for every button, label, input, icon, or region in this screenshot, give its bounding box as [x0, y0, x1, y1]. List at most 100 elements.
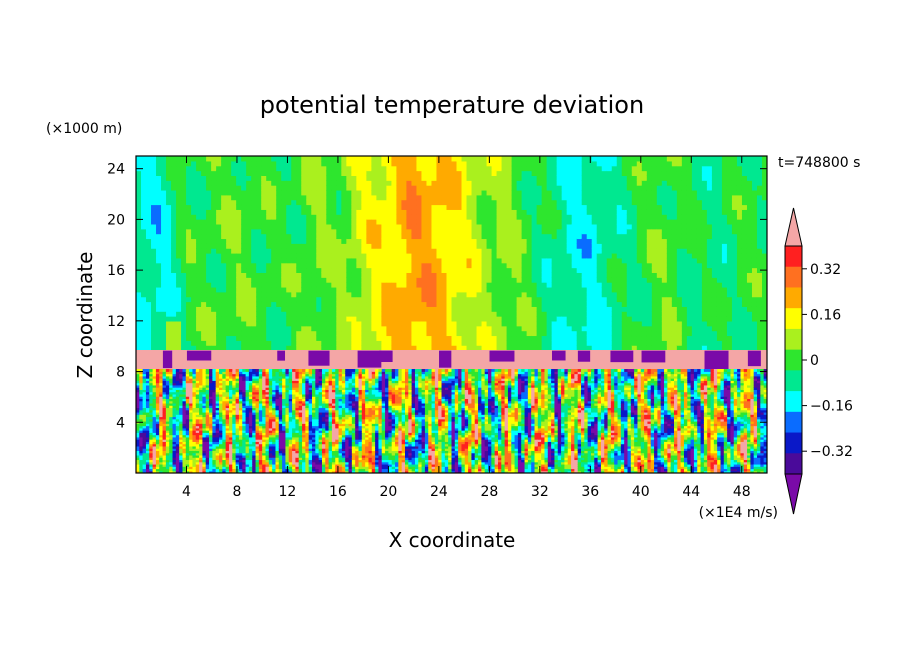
contour-cell-upper	[736, 257, 743, 264]
contour-cell-upper	[346, 214, 352, 220]
contour-cell-upper	[546, 175, 553, 181]
contour-cell-upper	[336, 170, 342, 177]
contour-cell-upper	[641, 180, 648, 186]
contour-cell-upper	[741, 253, 748, 259]
contour-cell-upper	[701, 233, 708, 240]
contour-cell-upper	[696, 335, 703, 341]
contour-cell-upper	[541, 228, 548, 235]
contour-cell-upper	[731, 165, 738, 172]
contour-cell-upper	[551, 311, 558, 317]
contour-cell-upper	[576, 345, 583, 351]
contour-cell-upper	[281, 253, 287, 259]
contour-cell-upper	[261, 243, 267, 249]
contour-cell-upper	[601, 204, 608, 210]
contour-cell-upper	[341, 180, 347, 186]
contour-cell-upper	[426, 170, 433, 177]
contour-cell-upper	[401, 277, 408, 283]
contour-cell-upper	[416, 194, 423, 201]
contour-cell-upper	[301, 248, 307, 254]
contour-cell-upper	[236, 330, 242, 337]
contour-cell-upper	[206, 296, 212, 303]
contour-cell-upper	[526, 160, 533, 167]
contour-cell-upper	[361, 257, 367, 264]
contour-cell-upper	[411, 296, 418, 303]
contour-cell-upper	[576, 330, 583, 337]
contour-cell-upper	[466, 335, 473, 341]
contour-cell-upper	[346, 156, 352, 162]
contour-cell-upper	[286, 253, 292, 259]
contour-cell-upper	[276, 282, 282, 288]
contour-cell-upper	[386, 243, 393, 249]
contour-cell-upper	[446, 330, 453, 337]
contour-cell-upper	[516, 156, 523, 162]
contour-cell-upper	[246, 160, 252, 167]
contour-cell-upper	[186, 282, 192, 288]
contour-cell-upper	[431, 286, 438, 293]
contour-cell-upper	[576, 301, 583, 307]
contour-cell-upper	[326, 209, 332, 215]
contour-cell-upper	[201, 267, 207, 274]
contour-cell-upper	[296, 248, 302, 254]
contour-cell-upper	[186, 219, 192, 225]
contour-cell-upper	[711, 306, 718, 312]
contour-cell-upper	[491, 316, 498, 322]
contour-cell-upper	[521, 301, 528, 307]
contour-cell-upper	[266, 214, 272, 220]
contour-cell-upper	[471, 311, 478, 317]
contour-cell-upper	[211, 267, 217, 274]
contour-cell-upper	[261, 238, 267, 244]
contour-cell-upper	[156, 165, 162, 172]
contour-cell-upper	[516, 194, 523, 201]
contour-cell-upper	[696, 272, 703, 278]
contour-cell-upper	[136, 262, 142, 269]
contour-cell-upper	[266, 340, 272, 346]
contour-cell-upper	[431, 282, 438, 288]
contour-cell-upper	[516, 320, 523, 327]
contour-cell-upper	[361, 175, 367, 181]
contour-cell-upper	[271, 325, 277, 332]
contour-cell-upper	[196, 204, 202, 210]
contour-cell-upper	[366, 223, 372, 230]
contour-cell-upper	[276, 272, 282, 278]
contour-cell-upper	[326, 199, 332, 206]
contour-cell-upper	[686, 185, 693, 191]
contour-cell-upper	[296, 282, 302, 288]
contour-cell-upper	[681, 219, 688, 225]
contour-cell-upper	[396, 286, 403, 293]
contour-cell-upper	[641, 165, 648, 172]
contour-cell-upper	[151, 175, 157, 181]
contour-cell-upper	[241, 316, 247, 322]
contour-cell-upper	[701, 204, 708, 210]
contour-cell-upper	[611, 189, 618, 196]
contour-cell-upper	[686, 189, 693, 196]
contour-cell-upper	[426, 291, 433, 298]
contour-cell-upper	[221, 228, 227, 235]
contour-cell-upper	[571, 286, 578, 293]
contour-cell-upper	[511, 165, 518, 172]
contour-cell-upper	[506, 325, 513, 332]
contour-cell-upper	[641, 262, 648, 269]
contour-cell-upper	[621, 243, 628, 249]
contour-cell-upper	[451, 296, 458, 303]
contour-cell-upper	[201, 330, 207, 337]
contour-cell-upper	[221, 277, 227, 283]
contour-cell-upper	[346, 238, 352, 244]
contour-cell-upper	[476, 330, 483, 337]
contour-cell-upper	[721, 291, 728, 298]
contour-cell-upper	[301, 316, 307, 322]
contour-cell-upper	[231, 248, 237, 254]
contour-cell-upper	[536, 175, 543, 181]
contour-cell-upper	[261, 223, 267, 230]
contour-cell-upper	[401, 253, 408, 259]
contour-cell-upper	[736, 228, 743, 235]
contour-cell-upper	[271, 267, 277, 274]
contour-cell-upper	[381, 345, 387, 351]
contour-cell-upper	[336, 320, 342, 327]
contour-cell-upper	[526, 219, 533, 225]
contour-cell-upper	[631, 253, 638, 259]
contour-cell-upper	[346, 267, 352, 274]
contour-cell-upper	[591, 262, 598, 269]
contour-cell-upper	[476, 219, 483, 225]
contour-cell-upper	[286, 277, 292, 283]
contour-cell-upper	[721, 204, 728, 210]
